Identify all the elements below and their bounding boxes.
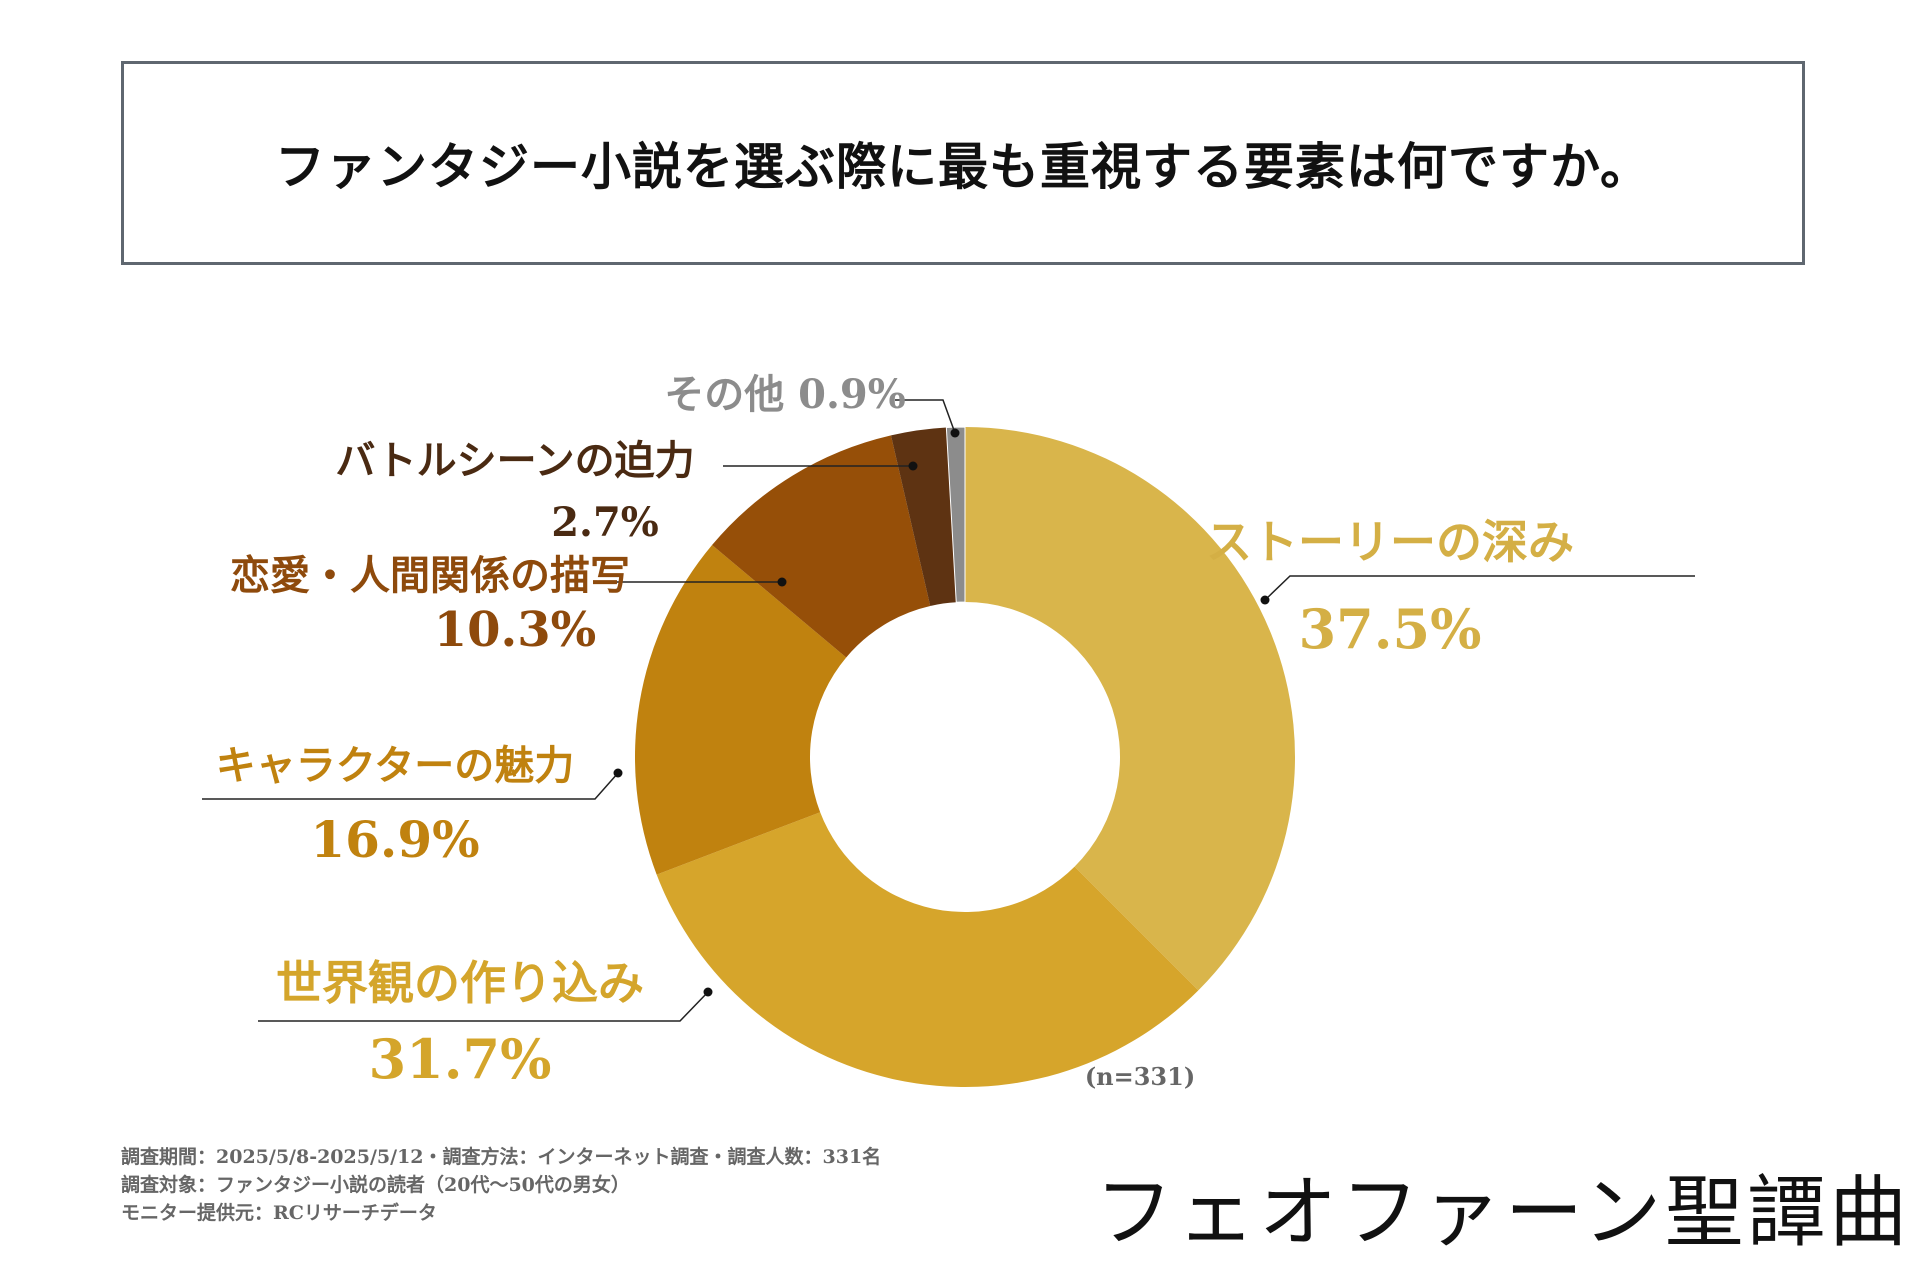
- leader-line-0: [1264, 575, 1695, 601]
- footnote-provider: モニター提供元：RCリサーチデータ: [121, 1202, 437, 1224]
- leader-dot-1: [703, 987, 713, 997]
- donut-slice-0: [965, 427, 1295, 991]
- brand-logo-text: フェオファーン聖譚曲: [1095, 1168, 1912, 1258]
- slice-value-2: 16.9%: [310, 810, 479, 869]
- donut-slice-2: [635, 545, 847, 875]
- donut-slice-3: [712, 435, 931, 658]
- leader-dot-2: [613, 768, 623, 778]
- leader-dot-3: [777, 577, 787, 587]
- title-box: ファンタジー小説を選ぶ際に最も重視する要素は何ですか。: [121, 61, 1805, 265]
- slice-label-1: 世界観の作り込み: [276, 956, 644, 1010]
- slice-label-4: バトルシーンの迫力: [335, 437, 694, 484]
- slice-label-2: キャラクターの魅力: [216, 742, 574, 789]
- slice-value-0: 37.5%: [1299, 597, 1482, 661]
- donut-slice-4: [890, 427, 957, 606]
- slice-value-4: 2.7%: [551, 499, 659, 546]
- leader-line-1: [258, 991, 709, 1022]
- slice-value-3: 10.3%: [434, 602, 597, 658]
- leader-line-2: [202, 772, 619, 800]
- footnote-period: 調査期間：2025/5/8-2025/5/12・調査方法：インターネット調査・調…: [121, 1146, 882, 1168]
- slice-label-3: 恋愛・人間関係の描写: [230, 552, 630, 599]
- survey-footnote: 調査期間：2025/5/8-2025/5/12・調査方法：インターネット調査・調…: [121, 1143, 881, 1227]
- donut-slice-1: [656, 812, 1199, 1087]
- slice-value-1: 31.7%: [369, 1027, 552, 1091]
- leader-dot-5: [950, 428, 960, 438]
- page-title: ファンタジー小説を選ぶ際に最も重視する要素は何ですか。: [275, 137, 1651, 196]
- footnote-target: 調査対象：ファンタジー小説の読者（20代〜50代の男女）: [121, 1174, 630, 1196]
- slice-label-0: ストーリーの深み: [1206, 515, 1574, 569]
- slice-label-5: その他 0.9%: [664, 371, 906, 418]
- sample-size-note: (n=331): [1085, 1062, 1195, 1091]
- leader-dot-0: [1260, 595, 1270, 605]
- leader-dot-4: [908, 461, 918, 471]
- leader-line-5: [895, 399, 956, 434]
